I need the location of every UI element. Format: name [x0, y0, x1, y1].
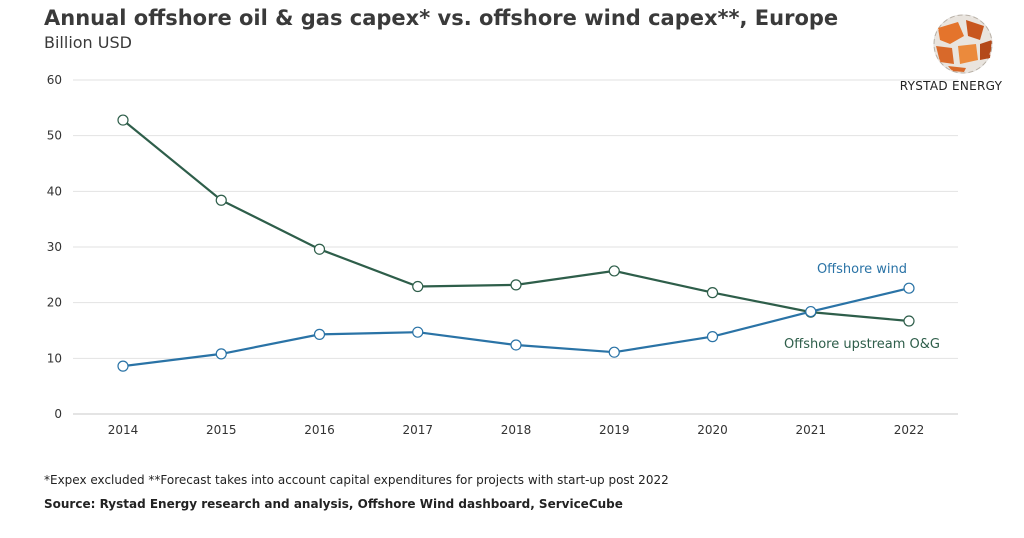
data-point [510, 279, 522, 291]
data-point [706, 331, 719, 343]
data-point [215, 348, 227, 360]
axis: 0 10 20 30 40 50 60 2014 2015 2016 2017 2018 2019 202… [47, 73, 925, 437]
series-labels: Offshore upstream O&G Offshore wind [784, 262, 940, 352]
x-tick-label: 2016 [304, 423, 335, 437]
data-point [313, 328, 326, 340]
data-point [608, 346, 620, 358]
data-point [412, 326, 424, 338]
series-label: Offshore upstream O&G [784, 337, 940, 352]
data-point [903, 315, 915, 327]
chart-title: Annual offshore oil & gas capex* vs. off… [44, 6, 839, 30]
data-point [903, 282, 915, 294]
rystad-globe-logo-icon [933, 14, 993, 74]
chart-subtitle: Billion USD [44, 33, 132, 52]
data-point [805, 305, 817, 318]
data-point [706, 287, 719, 299]
x-tick-label: 2014 [108, 423, 139, 437]
source-note: Source: Rystad Energy research and analy… [44, 497, 623, 511]
y-tick-label: 0 [54, 407, 62, 421]
series-label: Offshore wind [817, 262, 907, 277]
x-tick-label: 2017 [402, 423, 433, 437]
data-point [608, 265, 620, 277]
x-tick-label: 2022 [894, 423, 925, 437]
x-tick-label: 2021 [795, 423, 826, 437]
logo-text: RYSTAD ENERGY [899, 79, 1003, 93]
y-tick-label: 50 [47, 129, 62, 143]
y-tick-label: 10 [47, 351, 62, 365]
x-tick-label: 2018 [501, 423, 532, 437]
data-point [117, 360, 129, 372]
gridlines [73, 79, 958, 415]
data-point [215, 194, 227, 206]
y-tick-label: 60 [47, 73, 62, 87]
series-line [122, 119, 910, 323]
y-tick-label: 30 [47, 240, 62, 254]
x-tick-label: 2015 [206, 423, 237, 437]
data-point [412, 280, 424, 293]
data-point [313, 243, 326, 255]
x-tick-label: 2020 [697, 423, 728, 437]
series-line [122, 287, 910, 368]
footnote: *Expex excluded **Forecast takes into ac… [44, 473, 669, 487]
y-tick-label: 40 [47, 184, 62, 198]
data-point [117, 114, 129, 126]
data-point [510, 339, 522, 351]
x-tick-label: 2019 [599, 423, 630, 437]
series [117, 114, 915, 372]
y-tick-label: 20 [47, 296, 62, 310]
